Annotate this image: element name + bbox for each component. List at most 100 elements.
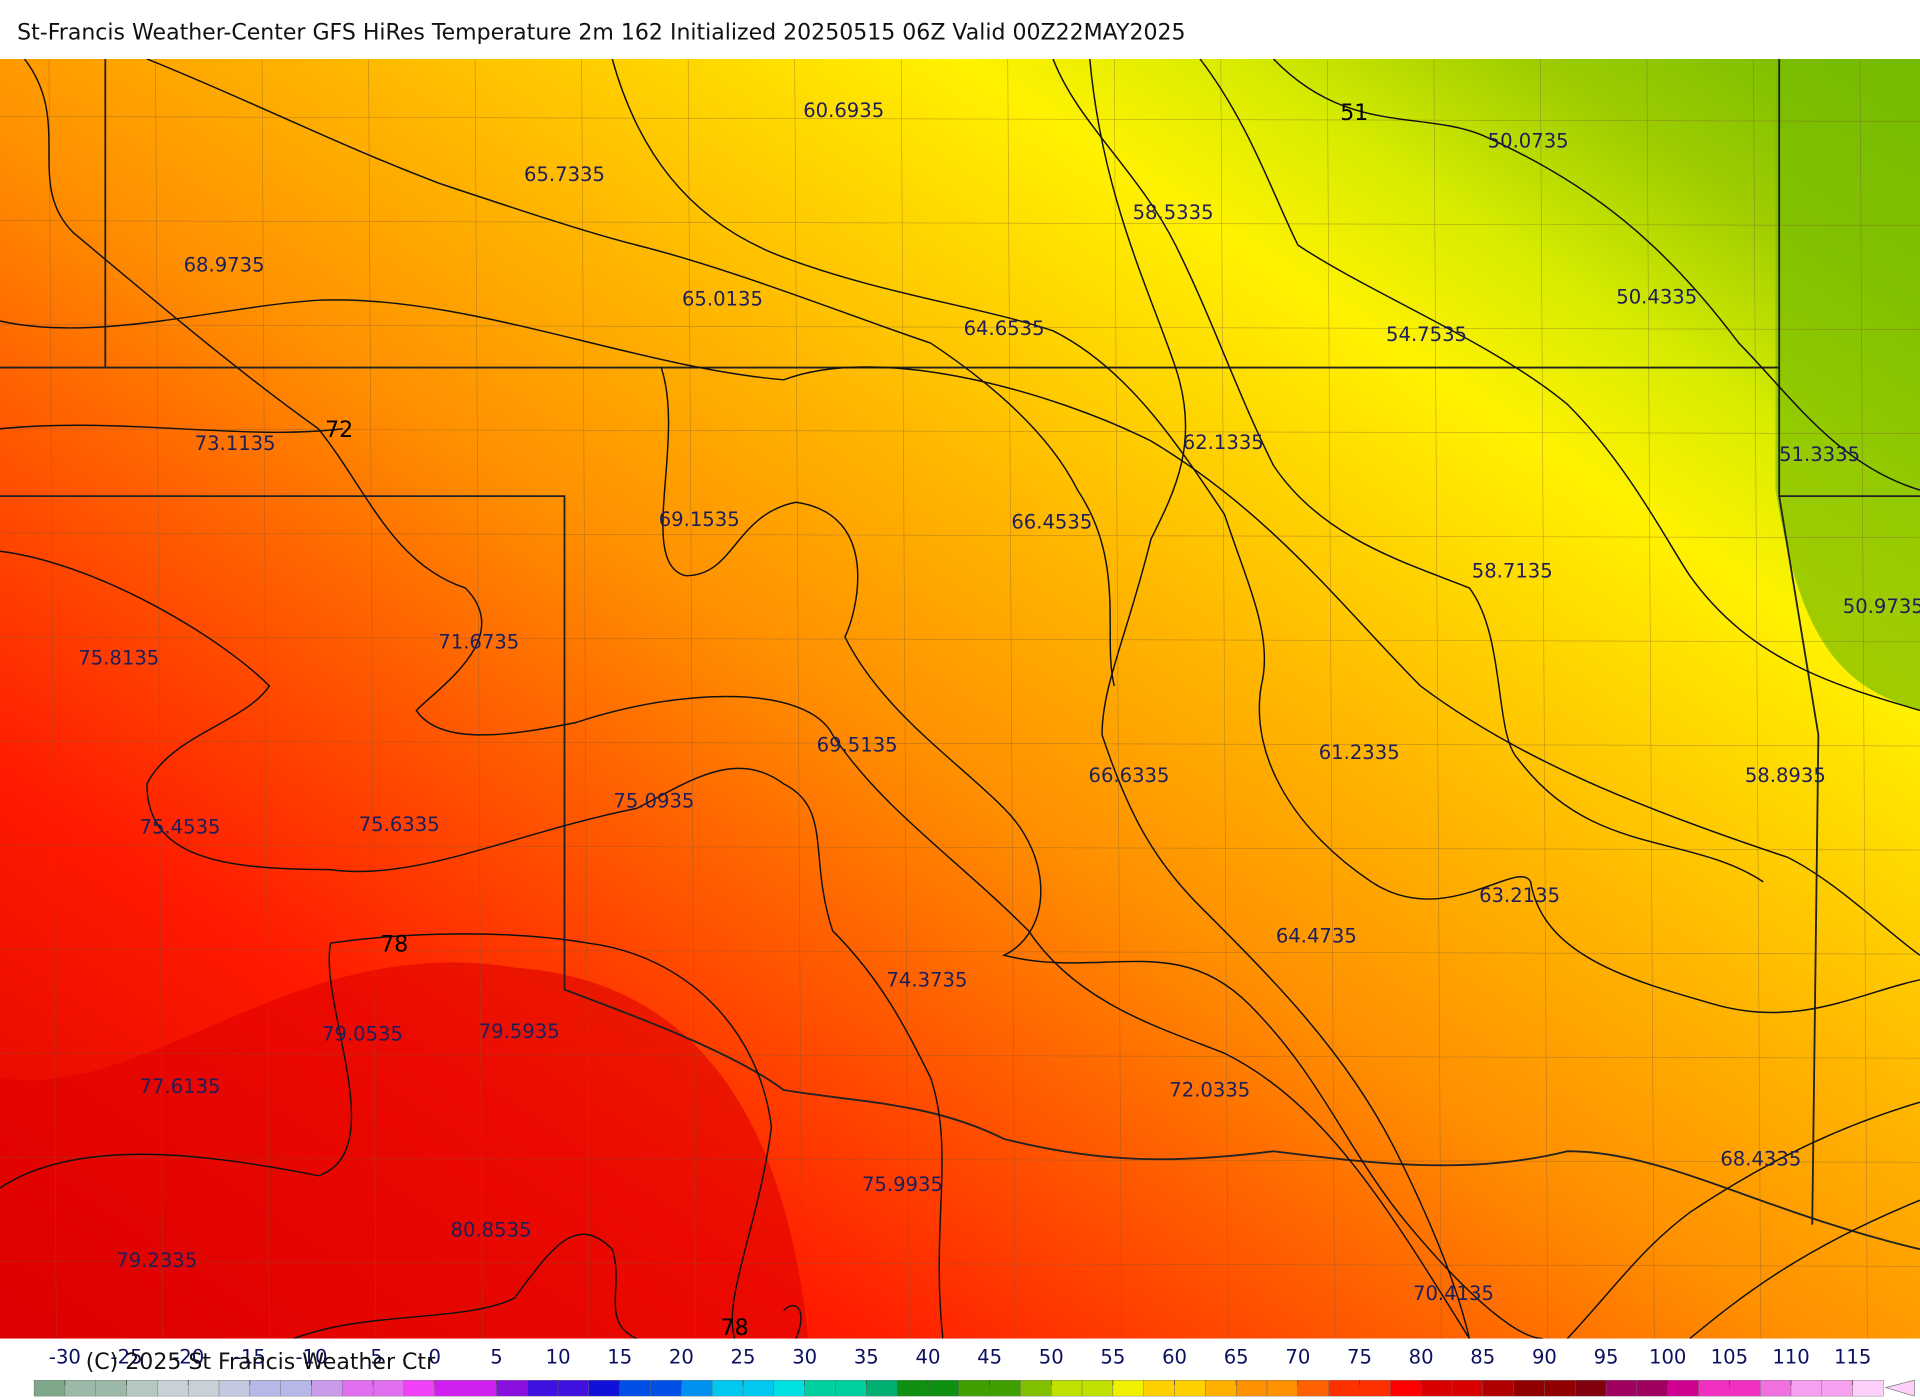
colorbar-cell xyxy=(280,1380,312,1397)
colorbar-cell xyxy=(773,1380,805,1397)
colorbar-cell xyxy=(1513,1380,1545,1397)
colorbar-cell xyxy=(527,1380,559,1397)
station-value: 75.6335 xyxy=(359,813,440,836)
station-value: 60.6935 xyxy=(803,99,884,122)
colorbar-tick-label: 95 xyxy=(1594,1346,1619,1369)
colorbar-tick-label: -10 xyxy=(295,1346,327,1369)
colorbar-tick-label: 10 xyxy=(546,1346,571,1369)
cool-core xyxy=(1775,58,1920,711)
station-value: 58.8935 xyxy=(1745,764,1826,787)
copyright: (C) 2025 St Francis Weather Ctr xyxy=(86,1350,436,1375)
station-value: 65.7335 xyxy=(524,163,605,186)
map-title: St-Francis Weather-Center GFS HiRes Temp… xyxy=(17,20,1185,45)
colorbar: -30 -25 -20 -15 -10 -5 0 5 10 15 20 25 30 35 40 45 50 55 6… xyxy=(33,1346,1915,1397)
station-value: 50.0735 xyxy=(1488,130,1569,153)
colorbar-cell xyxy=(1482,1380,1514,1397)
colorbar-tick-label: 110 xyxy=(1772,1346,1809,1369)
colorbar-cell xyxy=(157,1380,189,1397)
colorbar-cell xyxy=(1852,1380,1884,1397)
station-value: 75.8135 xyxy=(78,646,159,669)
colorbar-tick-label: 50 xyxy=(1039,1346,1064,1369)
colorbar-cell xyxy=(866,1380,898,1397)
colorbar-tick-label: 80 xyxy=(1409,1346,1434,1369)
colorbar-tick-label: 0 xyxy=(429,1346,441,1369)
colorbar-cell xyxy=(1729,1380,1761,1397)
station-value: 50.4335 xyxy=(1616,285,1697,308)
colorbar-cell xyxy=(1143,1380,1175,1397)
colorbar-tick-label: -30 xyxy=(49,1346,81,1369)
colorbar-cell xyxy=(1112,1380,1144,1397)
colorbar-cell xyxy=(33,1380,66,1397)
station-value: 51.3335 xyxy=(1779,443,1860,466)
station-value: 69.1535 xyxy=(659,508,740,531)
colorbar-cell xyxy=(742,1380,775,1397)
colorbar-tick-label: 65 xyxy=(1224,1346,1249,1369)
station-value: 66.4535 xyxy=(1011,511,1092,534)
station-value: 65.0135 xyxy=(682,288,763,311)
station-value: 68.9735 xyxy=(184,253,265,276)
colorbar-cell xyxy=(927,1380,959,1397)
colorbar-cell xyxy=(650,1380,682,1397)
colorbar-cell xyxy=(465,1380,497,1397)
colorbar-cell xyxy=(1174,1380,1206,1397)
colorbar-cell xyxy=(188,1380,220,1397)
colorbar-tick-label: 5 xyxy=(490,1346,502,1369)
colorbar-tick-label: 105 xyxy=(1711,1346,1748,1369)
colorbar-tick-label: 40 xyxy=(915,1346,940,1369)
colorbar-cell xyxy=(1420,1380,1453,1397)
station-value: 74.3735 xyxy=(886,969,967,992)
colorbar-cell xyxy=(434,1380,466,1397)
station-value: 58.5335 xyxy=(1133,201,1214,224)
colorbar-cell xyxy=(1205,1380,1237,1397)
station-value: 72.0335 xyxy=(1169,1079,1250,1102)
colorbar-cell xyxy=(64,1380,96,1397)
colorbar-tick-label: 30 xyxy=(792,1346,817,1369)
station-value: 70.4135 xyxy=(1413,1282,1494,1305)
station-value: 50.9735 xyxy=(1843,595,1920,618)
colorbar-tick-label: 100 xyxy=(1649,1346,1686,1369)
colorbar-cell xyxy=(1390,1380,1422,1397)
colorbar-cell xyxy=(95,1380,127,1397)
station-value: 71.6735 xyxy=(438,631,519,654)
colorbar-tick-label: 75 xyxy=(1347,1346,1372,1369)
colorbar-cell xyxy=(496,1380,528,1397)
colorbar-cell xyxy=(989,1380,1021,1397)
station-value: 80.8535 xyxy=(451,1218,532,1241)
colorbar-cell xyxy=(1698,1380,1730,1397)
colorbar-cell xyxy=(1575,1380,1607,1397)
colorbar-cell xyxy=(1081,1380,1114,1397)
station-value: 68.4335 xyxy=(1720,1147,1801,1170)
colorbar-tick-label: 115 xyxy=(1834,1346,1871,1369)
station-value: 75.9935 xyxy=(862,1173,943,1196)
colorbar-tick-label: 20 xyxy=(669,1346,694,1369)
colorbar-cell xyxy=(1297,1380,1329,1397)
colorbar-cell xyxy=(804,1380,836,1397)
station-value: 79.5935 xyxy=(479,1020,560,1043)
station-value: 75.0935 xyxy=(613,790,694,813)
station-value: 69.5135 xyxy=(817,733,898,756)
colorbar-cell xyxy=(1790,1380,1823,1397)
colorbar-tick-label: 15 xyxy=(607,1346,632,1369)
colorbar-tick-label: 25 xyxy=(731,1346,756,1369)
station-value: 64.4735 xyxy=(1276,924,1357,947)
contour-label: 78 xyxy=(721,1316,749,1341)
station-value: 79.0535 xyxy=(322,1022,403,1045)
colorbar-cell xyxy=(1451,1380,1483,1397)
colorbar-cell xyxy=(896,1380,929,1397)
contour-label: 78 xyxy=(380,933,408,958)
colorbar-cell xyxy=(1359,1380,1391,1397)
colorbar-cell xyxy=(1821,1380,1853,1397)
colorbar-cell xyxy=(1236,1380,1268,1397)
colorbar-cell xyxy=(557,1380,590,1397)
station-value: 77.6135 xyxy=(140,1075,221,1098)
colorbar-cell xyxy=(249,1380,281,1397)
colorbar-cell xyxy=(403,1380,435,1397)
colorbar-cell xyxy=(835,1380,867,1397)
colorbar-cell xyxy=(1759,1380,1792,1397)
colorbar-cell xyxy=(1667,1380,1699,1397)
station-value: 61.2335 xyxy=(1319,741,1400,764)
colorbar-cell xyxy=(619,1380,651,1397)
colorbar-tick-label: -25 xyxy=(111,1346,143,1369)
value-labels: 60.6935 65.7335 68.9735 65.0135 64.6535 58.53… xyxy=(78,99,1920,1341)
